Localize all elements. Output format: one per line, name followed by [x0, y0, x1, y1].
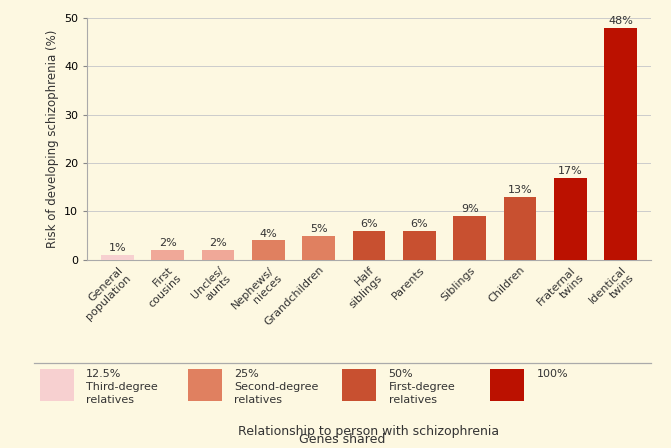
FancyBboxPatch shape: [342, 369, 376, 401]
FancyBboxPatch shape: [188, 369, 222, 401]
Text: 2%: 2%: [209, 238, 227, 248]
Text: 4%: 4%: [260, 228, 277, 238]
Text: 2%: 2%: [159, 238, 176, 248]
Bar: [252, 241, 285, 260]
Text: 50%
First-degree
relatives: 50% First-degree relatives: [389, 369, 455, 405]
Bar: [101, 255, 134, 260]
Text: 13%: 13%: [508, 185, 532, 195]
Bar: [353, 231, 385, 260]
Text: 100%: 100%: [537, 369, 568, 379]
Bar: [605, 28, 637, 260]
Text: 5%: 5%: [310, 224, 327, 234]
Text: 6%: 6%: [411, 219, 428, 229]
Bar: [152, 250, 184, 260]
Text: 1%: 1%: [109, 243, 126, 253]
Bar: [554, 177, 586, 260]
Bar: [403, 231, 435, 260]
Bar: [202, 250, 234, 260]
X-axis label: Relationship to person with schizophrenia: Relationship to person with schizophreni…: [238, 425, 500, 438]
Text: 12.5%
Third-degree
relatives: 12.5% Third-degree relatives: [86, 369, 158, 405]
Text: Genes shared: Genes shared: [299, 433, 385, 446]
Bar: [504, 197, 536, 260]
Text: 25%
Second-degree
relatives: 25% Second-degree relatives: [234, 369, 319, 405]
Text: 48%: 48%: [608, 16, 633, 26]
Bar: [303, 236, 335, 260]
FancyBboxPatch shape: [40, 369, 74, 401]
Text: 17%: 17%: [558, 166, 582, 176]
Bar: [454, 216, 486, 260]
Text: 6%: 6%: [360, 219, 378, 229]
FancyBboxPatch shape: [491, 369, 524, 401]
Text: 9%: 9%: [461, 204, 478, 214]
Y-axis label: Risk of developing schizophrenia (%): Risk of developing schizophrenia (%): [46, 30, 58, 248]
